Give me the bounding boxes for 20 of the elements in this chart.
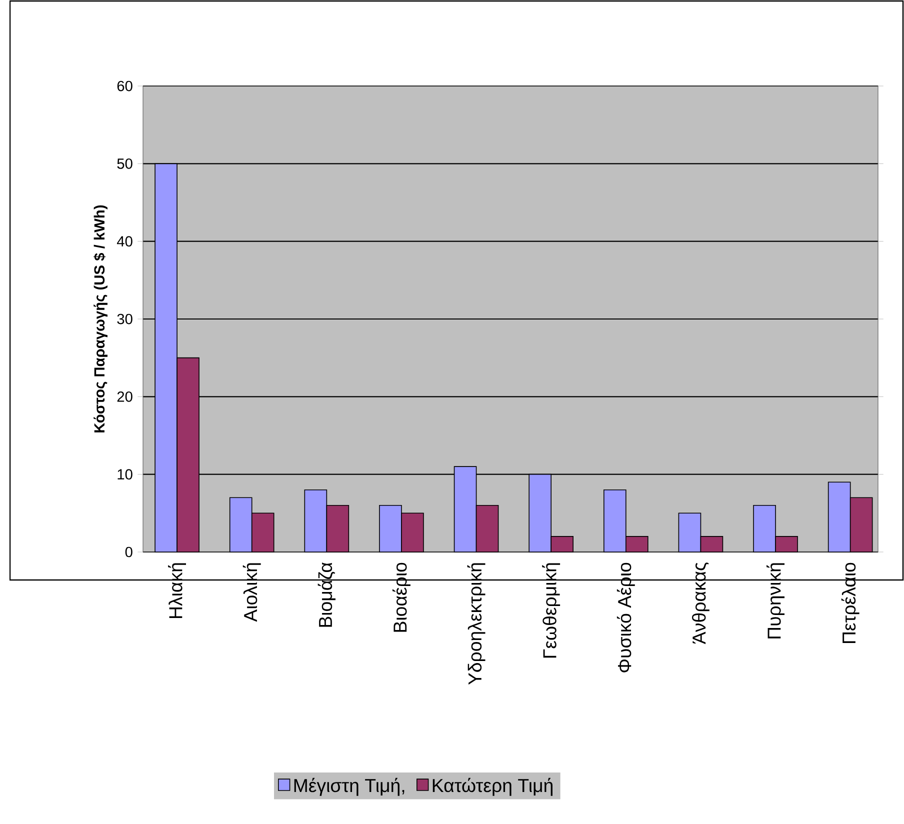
y-tick-label: 10 bbox=[118, 469, 132, 480]
x-tick-label: Γεωθερμική bbox=[542, 563, 560, 658]
y-tick-label: 40 bbox=[116, 236, 132, 247]
x-tick-label: Βιοαέριο bbox=[392, 562, 410, 632]
y-tick-label: 50 bbox=[117, 158, 132, 169]
x-tick-label: Πυρηνική bbox=[766, 563, 784, 638]
x-tick-label: Φυσικό Αέριο bbox=[616, 562, 635, 672]
x-tick-label: Αιολική bbox=[242, 563, 261, 622]
legend-label: Κατώτερη Τιμή bbox=[432, 778, 552, 796]
y-tick-label: 30 bbox=[117, 314, 132, 324]
legend-label: Μέγιστη Τιμή, bbox=[294, 778, 404, 796]
x-tick-label: Βιομάζα bbox=[318, 562, 336, 627]
x-tick-label: Πετρέλαιο bbox=[841, 562, 860, 643]
x-tick-label: Άνθρακας bbox=[692, 562, 710, 644]
y-tick-label: 20 bbox=[117, 391, 132, 402]
x-tick-label: Ηλιακή bbox=[168, 563, 186, 618]
x-tick-label: Υδροηλεκτρική bbox=[467, 563, 486, 685]
y-tick-label: 0 bbox=[125, 546, 132, 558]
y-axis-title: Κόστος Παραγωγής (US $ / kWh) bbox=[94, 205, 108, 432]
y-tick-label: 60 bbox=[117, 80, 132, 92]
